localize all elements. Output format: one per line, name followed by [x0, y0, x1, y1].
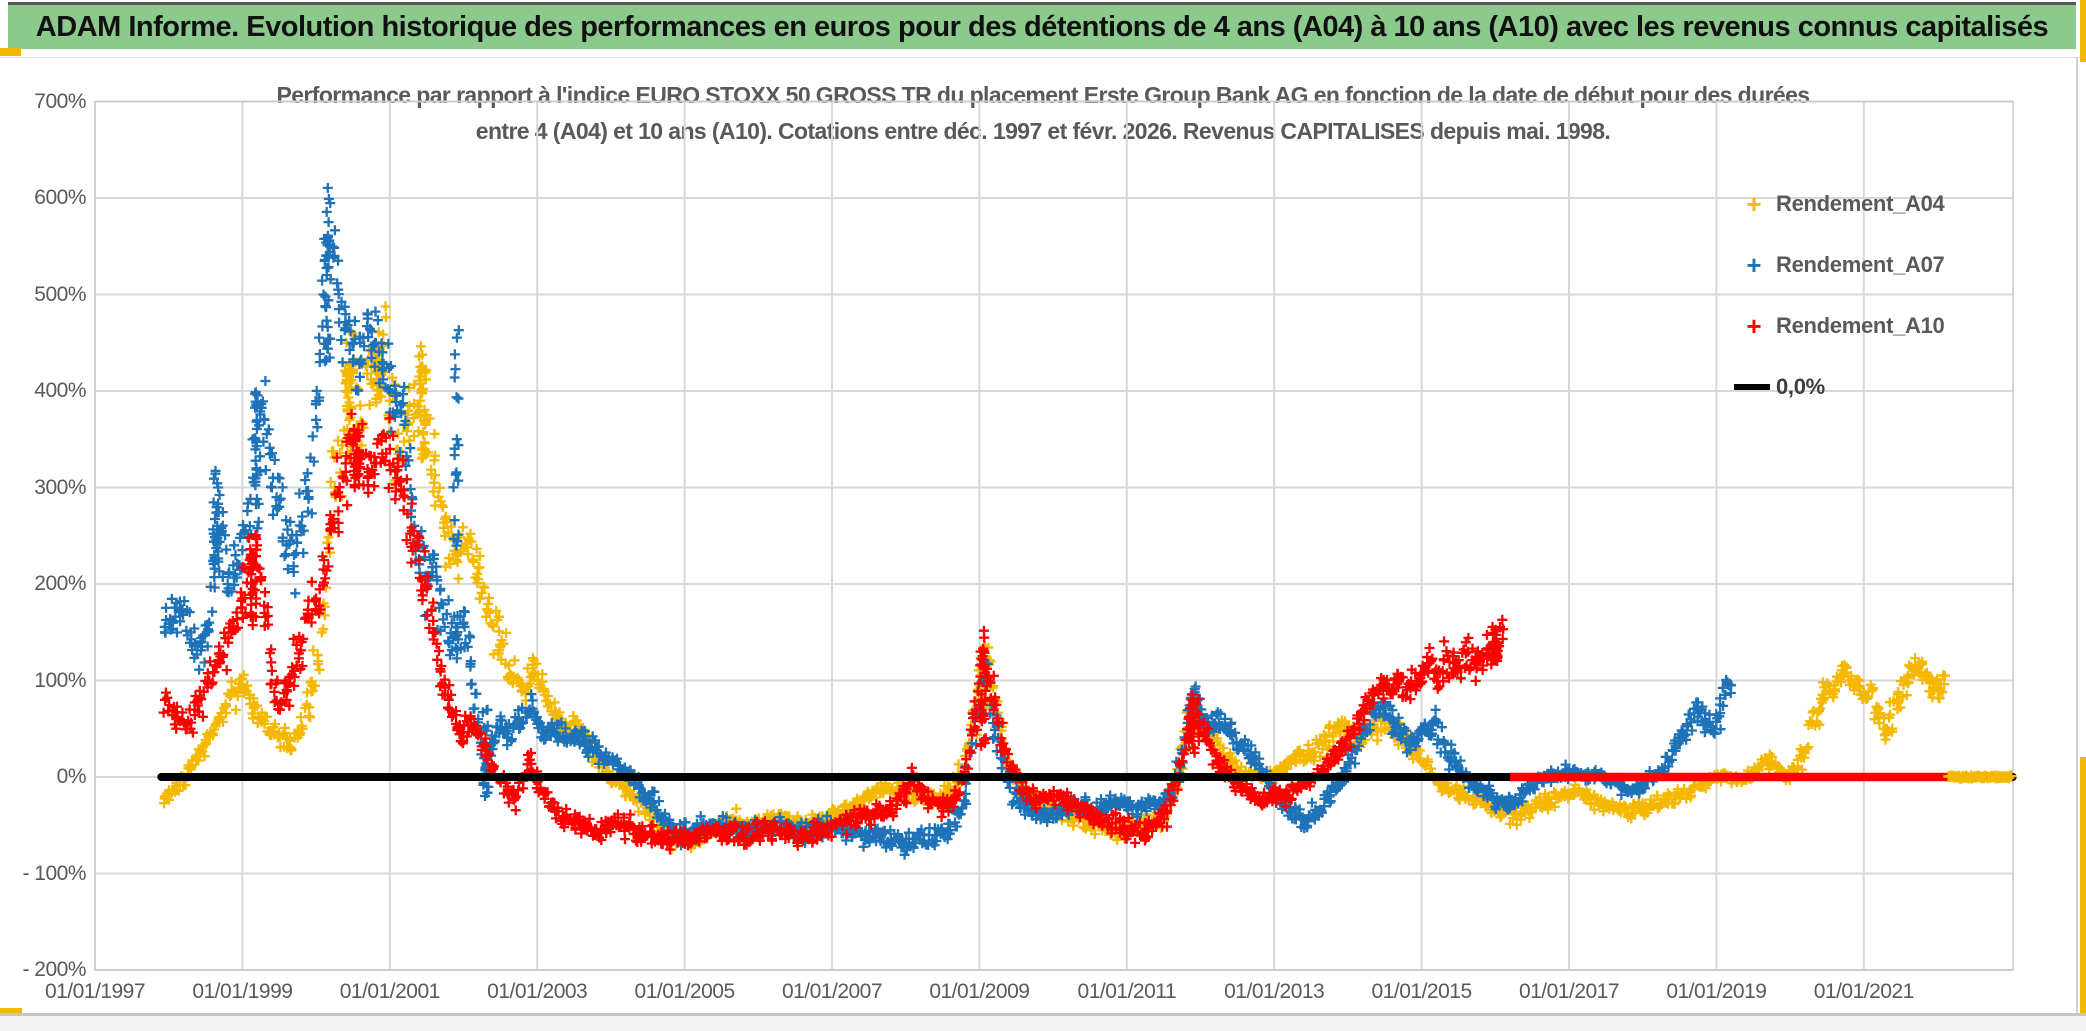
y-tick-label: - 100% — [22, 861, 86, 885]
legend-item-rendement-a04: + Rendement_A04 — [1732, 184, 1945, 224]
y-tick-label: 0% — [56, 765, 87, 788]
gold-accent-right — [2080, 757, 2086, 1031]
legend-item-rendement-a07: + Rendement_A07 — [1732, 245, 1945, 285]
x-tick-label: 01/01/2019 — [1666, 980, 1767, 1003]
y-tick-label: 600% — [34, 186, 86, 209]
x-tick-label: 01/01/1999 — [192, 980, 293, 1003]
legend-plus-marker: + — [1746, 189, 1762, 219]
legend-label: Rendement_A10 — [1776, 313, 1945, 338]
plot-border — [94, 100, 2014, 971]
legend-label: Rendement_A04 — [1776, 191, 1945, 216]
x-tick-label: 01/01/1997 — [44, 980, 146, 1003]
x-tick-label: 01/01/2015 — [1371, 980, 1473, 1003]
legend-label: 0,0% — [1776, 374, 1825, 399]
y-tick-label: 400% — [34, 379, 86, 402]
y-tick-label: 100% — [34, 668, 86, 692]
x-tick-label: 01/01/2001 — [339, 980, 441, 1003]
x-tick-label: 01/01/2013 — [1224, 980, 1325, 1003]
legend-item-rendement-a10: + Rendement_A10 — [1732, 306, 1945, 346]
x-tick-label: 01/01/2021 — [1813, 980, 1915, 1003]
x-tick-label: 01/01/2011 — [1077, 980, 1177, 1003]
bottom-strip — [0, 1016, 2086, 1031]
gold-accent-top-right — [2080, 0, 2086, 62]
legend-line-marker — [1734, 384, 1770, 390]
y-tick-label: 500% — [34, 282, 86, 306]
x-tick-label: 01/01/2007 — [781, 980, 883, 1003]
x-tick-label: 01/01/2009 — [929, 980, 1030, 1003]
legend-label: Rendement_A07 — [1776, 252, 1945, 277]
banner: ADAM Informe. Evolution historique des p… — [8, 2, 2076, 49]
gold-accent-top-left — [0, 48, 21, 56]
series-rendement_a07 — [159, 182, 1737, 860]
y-tick-label: 200% — [34, 572, 86, 595]
legend-plus-marker: + — [1746, 250, 1762, 280]
x-tick-label: 01/01/2003 — [487, 980, 588, 1003]
banner-title: ADAM Informe. Evolution historique des p… — [35, 10, 2049, 43]
bottom-divider-line — [0, 1013, 2086, 1016]
gridlines — [94, 100, 2013, 971]
y-tick-label: - 200% — [22, 958, 86, 981]
chart-title-line1: Performance par rapport à l'indice EURO … — [276, 82, 1810, 108]
legend-plus-marker: + — [1746, 311, 1762, 341]
series-rendement_a10 — [158, 409, 1509, 855]
x-tick-label: 01/01/2005 — [634, 980, 736, 1003]
legend-item-0-0-: 0,0% — [1732, 367, 1825, 407]
right-divider-line — [2076, 57, 2078, 1013]
y-tick-label: 300% — [34, 475, 86, 499]
sheet-divider-line — [0, 57, 2086, 58]
x-tick-label: 01/01/2017 — [1518, 980, 1620, 1003]
y-tick-label: 700% — [34, 89, 86, 113]
zero-tail-a04 — [1943, 770, 2017, 784]
